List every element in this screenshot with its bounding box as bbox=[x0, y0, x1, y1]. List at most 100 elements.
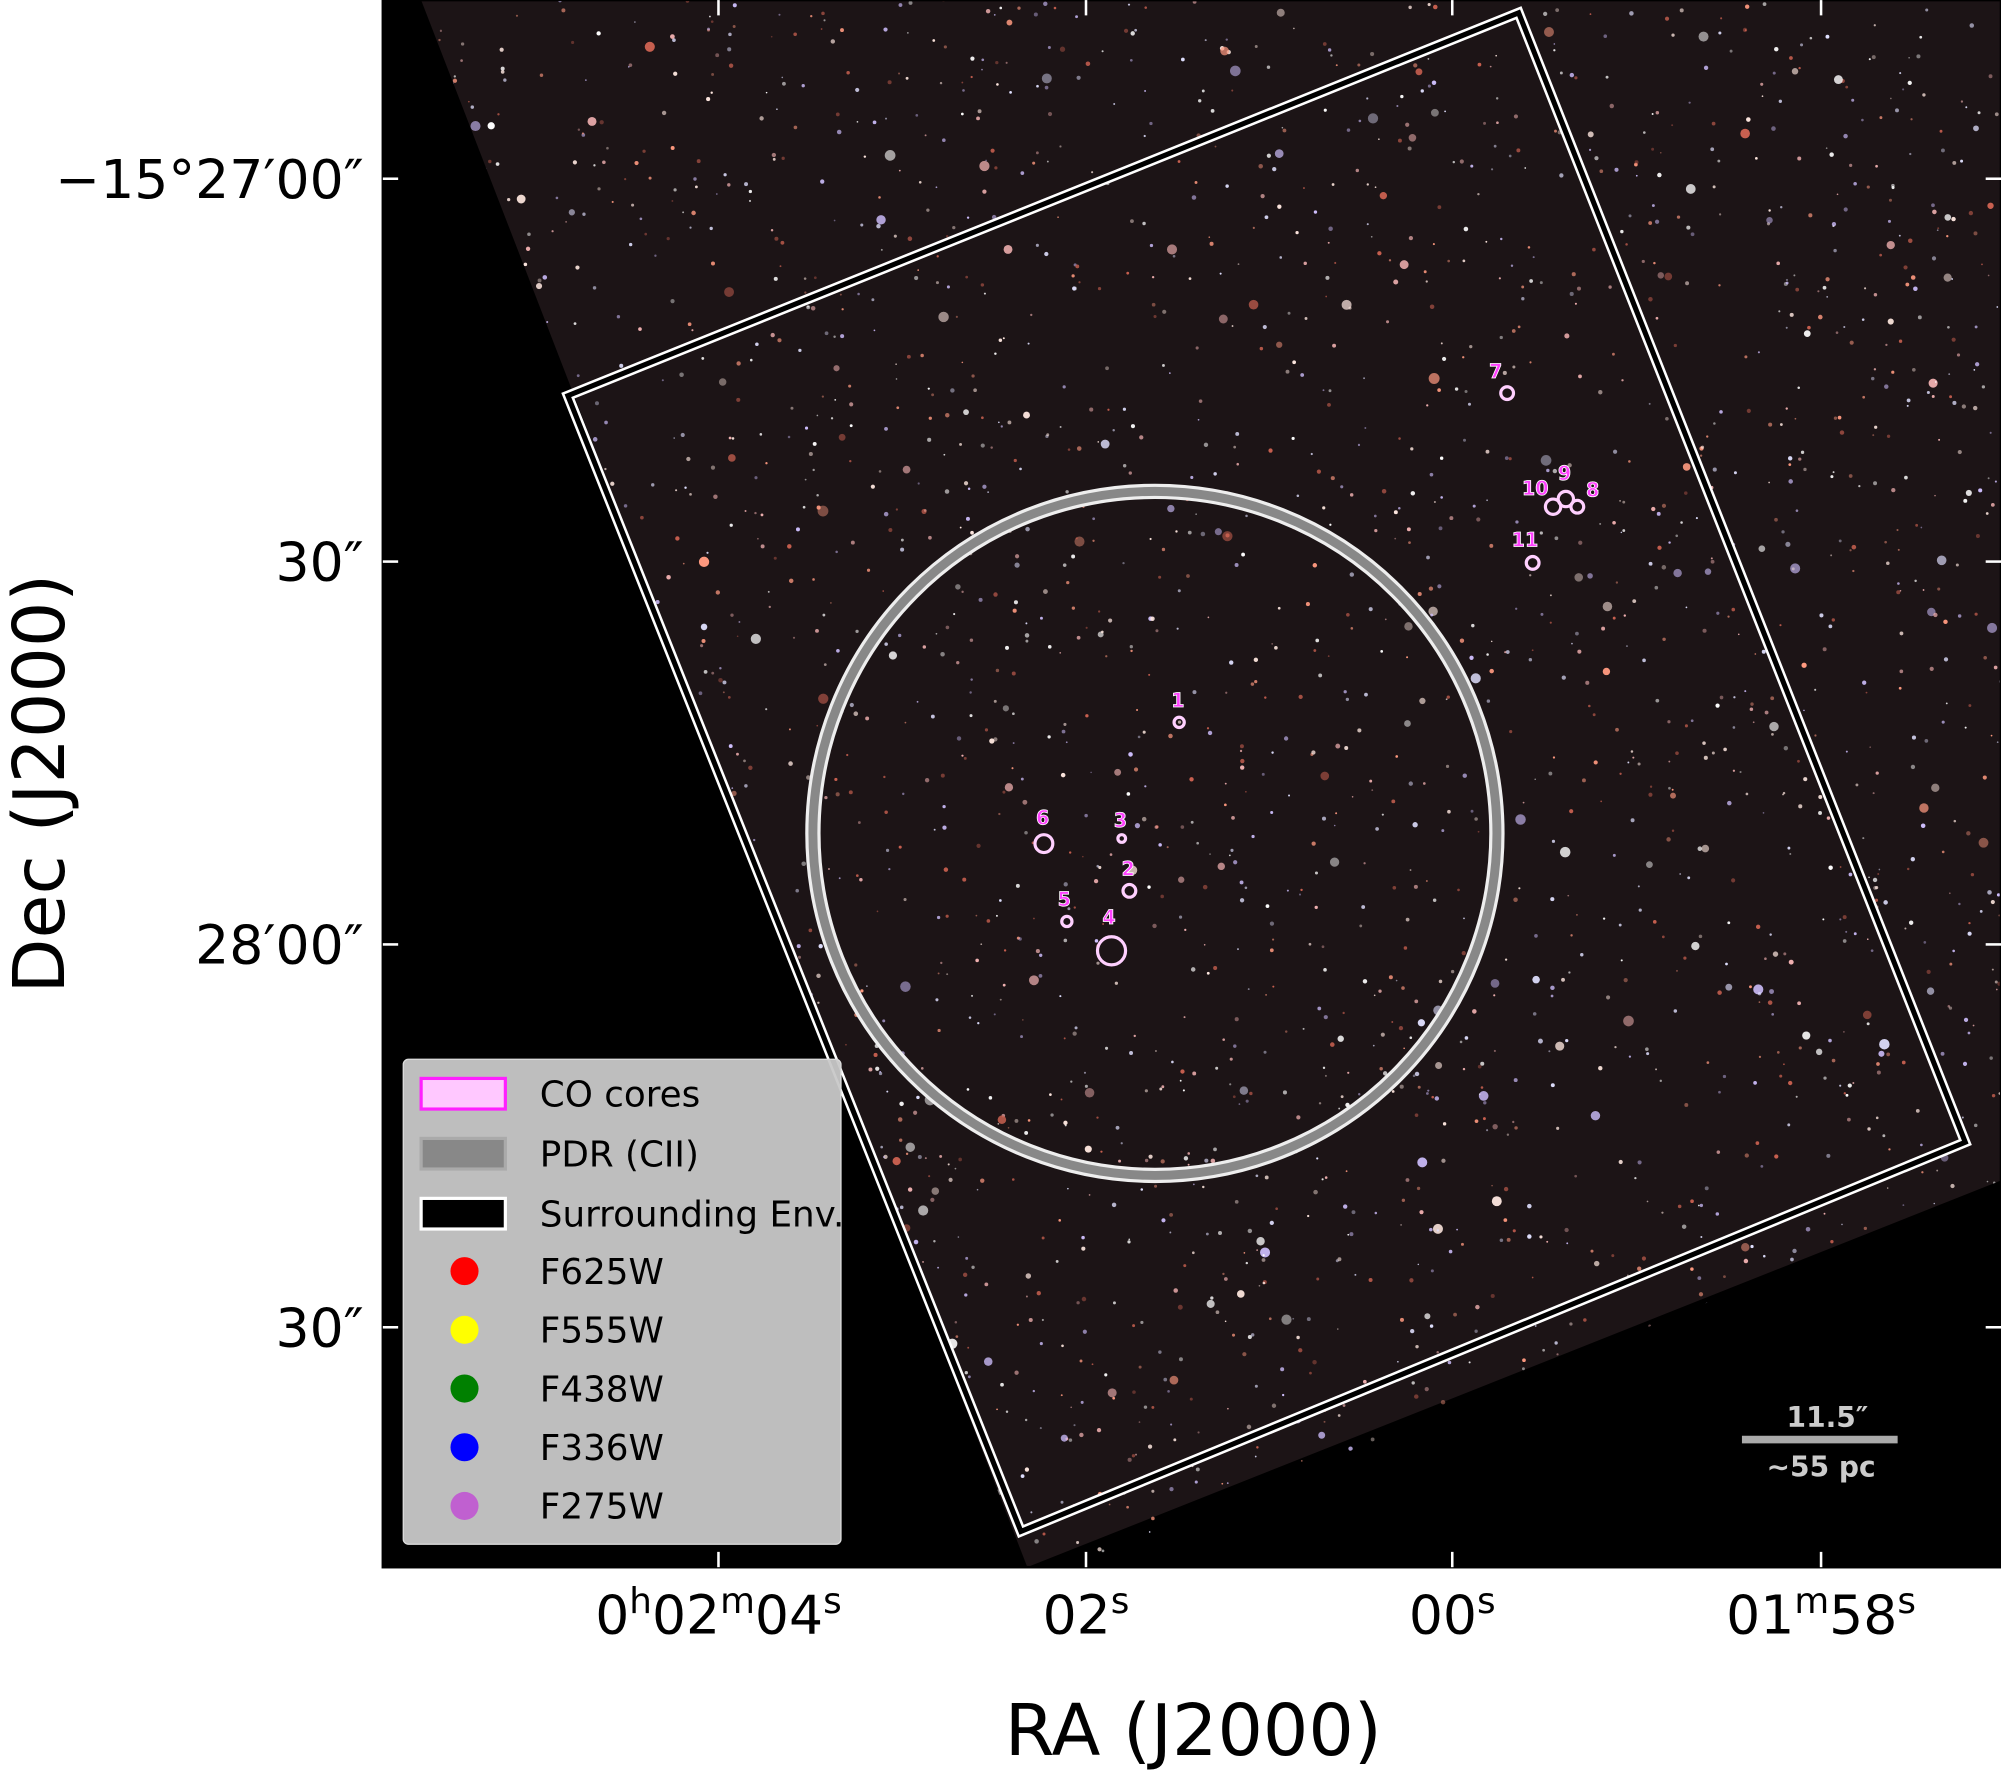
star bbox=[1205, 1232, 1209, 1236]
star bbox=[1337, 1257, 1342, 1262]
star bbox=[722, 680, 727, 685]
star bbox=[971, 1265, 975, 1269]
star bbox=[1268, 448, 1273, 453]
star bbox=[1761, 649, 1766, 654]
star bbox=[1100, 439, 1110, 449]
star bbox=[698, 556, 710, 567]
star bbox=[1510, 264, 1514, 267]
star bbox=[1240, 765, 1245, 770]
star bbox=[845, 1043, 847, 1046]
star bbox=[1133, 767, 1139, 772]
star bbox=[1968, 921, 1971, 925]
star bbox=[1749, 707, 1754, 711]
star bbox=[1462, 356, 1465, 359]
star bbox=[955, 1335, 959, 1338]
star bbox=[1379, 1066, 1383, 1071]
star bbox=[1018, 937, 1022, 941]
star bbox=[1753, 984, 1764, 995]
star bbox=[1772, 951, 1779, 957]
star bbox=[984, 1282, 989, 1287]
star bbox=[1195, 346, 1199, 350]
star bbox=[1729, 49, 1733, 53]
star bbox=[527, 232, 531, 237]
star bbox=[1915, 1108, 1920, 1113]
star bbox=[1858, 485, 1861, 488]
star bbox=[830, 602, 832, 604]
star bbox=[1221, 1482, 1224, 1485]
star bbox=[1574, 1174, 1578, 1178]
star bbox=[1797, 1001, 1802, 1006]
star bbox=[1569, 1322, 1573, 1326]
star bbox=[1206, 727, 1210, 730]
star bbox=[1081, 1246, 1086, 1251]
star bbox=[1760, 82, 1764, 86]
star bbox=[1100, 1150, 1103, 1153]
star bbox=[948, 1177, 953, 1182]
star bbox=[1574, 573, 1583, 582]
star bbox=[1733, 471, 1737, 475]
star bbox=[1414, 1113, 1419, 1117]
star bbox=[1427, 58, 1430, 60]
star bbox=[1973, 125, 1979, 132]
star bbox=[1020, 777, 1024, 781]
star bbox=[754, 476, 758, 480]
star bbox=[1798, 804, 1803, 809]
star bbox=[1937, 587, 1941, 591]
star bbox=[940, 961, 943, 965]
star bbox=[939, 81, 943, 85]
star bbox=[1440, 496, 1443, 499]
star bbox=[967, 1375, 971, 1379]
star bbox=[905, 76, 909, 80]
star bbox=[1334, 261, 1337, 264]
star bbox=[1666, 837, 1671, 842]
star bbox=[631, 203, 635, 207]
star bbox=[883, 775, 886, 779]
star bbox=[1231, 89, 1234, 92]
star bbox=[1524, 167, 1527, 169]
star bbox=[892, 1157, 901, 1166]
star bbox=[1926, 987, 1935, 995]
star bbox=[1508, 457, 1512, 461]
star bbox=[1036, 1291, 1041, 1296]
star bbox=[1599, 522, 1602, 525]
star bbox=[1091, 1363, 1094, 1366]
star bbox=[1597, 489, 1599, 492]
star bbox=[1349, 1232, 1354, 1237]
star bbox=[1875, 1116, 1879, 1120]
star bbox=[1957, 450, 1962, 455]
star bbox=[1343, 690, 1347, 694]
legend-label: F336W bbox=[540, 1428, 664, 1469]
star bbox=[965, 516, 970, 521]
star bbox=[1215, 1310, 1220, 1315]
star bbox=[1044, 85, 1049, 90]
star bbox=[966, 1088, 970, 1091]
star bbox=[1322, 389, 1325, 392]
star bbox=[1432, 243, 1435, 246]
star bbox=[1899, 669, 1904, 674]
star bbox=[945, 625, 950, 630]
star bbox=[718, 378, 727, 386]
star bbox=[900, 981, 911, 992]
star bbox=[728, 63, 734, 68]
star bbox=[1803, 777, 1808, 782]
star bbox=[1187, 1163, 1190, 1166]
star bbox=[1957, 614, 1962, 618]
star bbox=[1795, 509, 1799, 512]
star bbox=[1122, 561, 1125, 565]
tick-unit: s bbox=[1477, 1581, 1496, 1622]
star bbox=[1592, 713, 1596, 717]
star bbox=[1398, 437, 1401, 440]
star bbox=[1853, 932, 1857, 936]
star bbox=[1941, 720, 1945, 724]
star bbox=[1433, 4, 1438, 10]
star bbox=[1302, 1027, 1305, 1030]
star bbox=[1500, 237, 1503, 241]
star bbox=[1960, 100, 1964, 103]
star bbox=[922, 645, 927, 649]
star bbox=[1569, 291, 1574, 297]
star bbox=[1325, 275, 1330, 280]
star bbox=[1902, 1204, 1905, 1207]
star bbox=[1549, 621, 1552, 624]
star bbox=[1000, 1382, 1004, 1387]
star bbox=[849, 702, 854, 708]
